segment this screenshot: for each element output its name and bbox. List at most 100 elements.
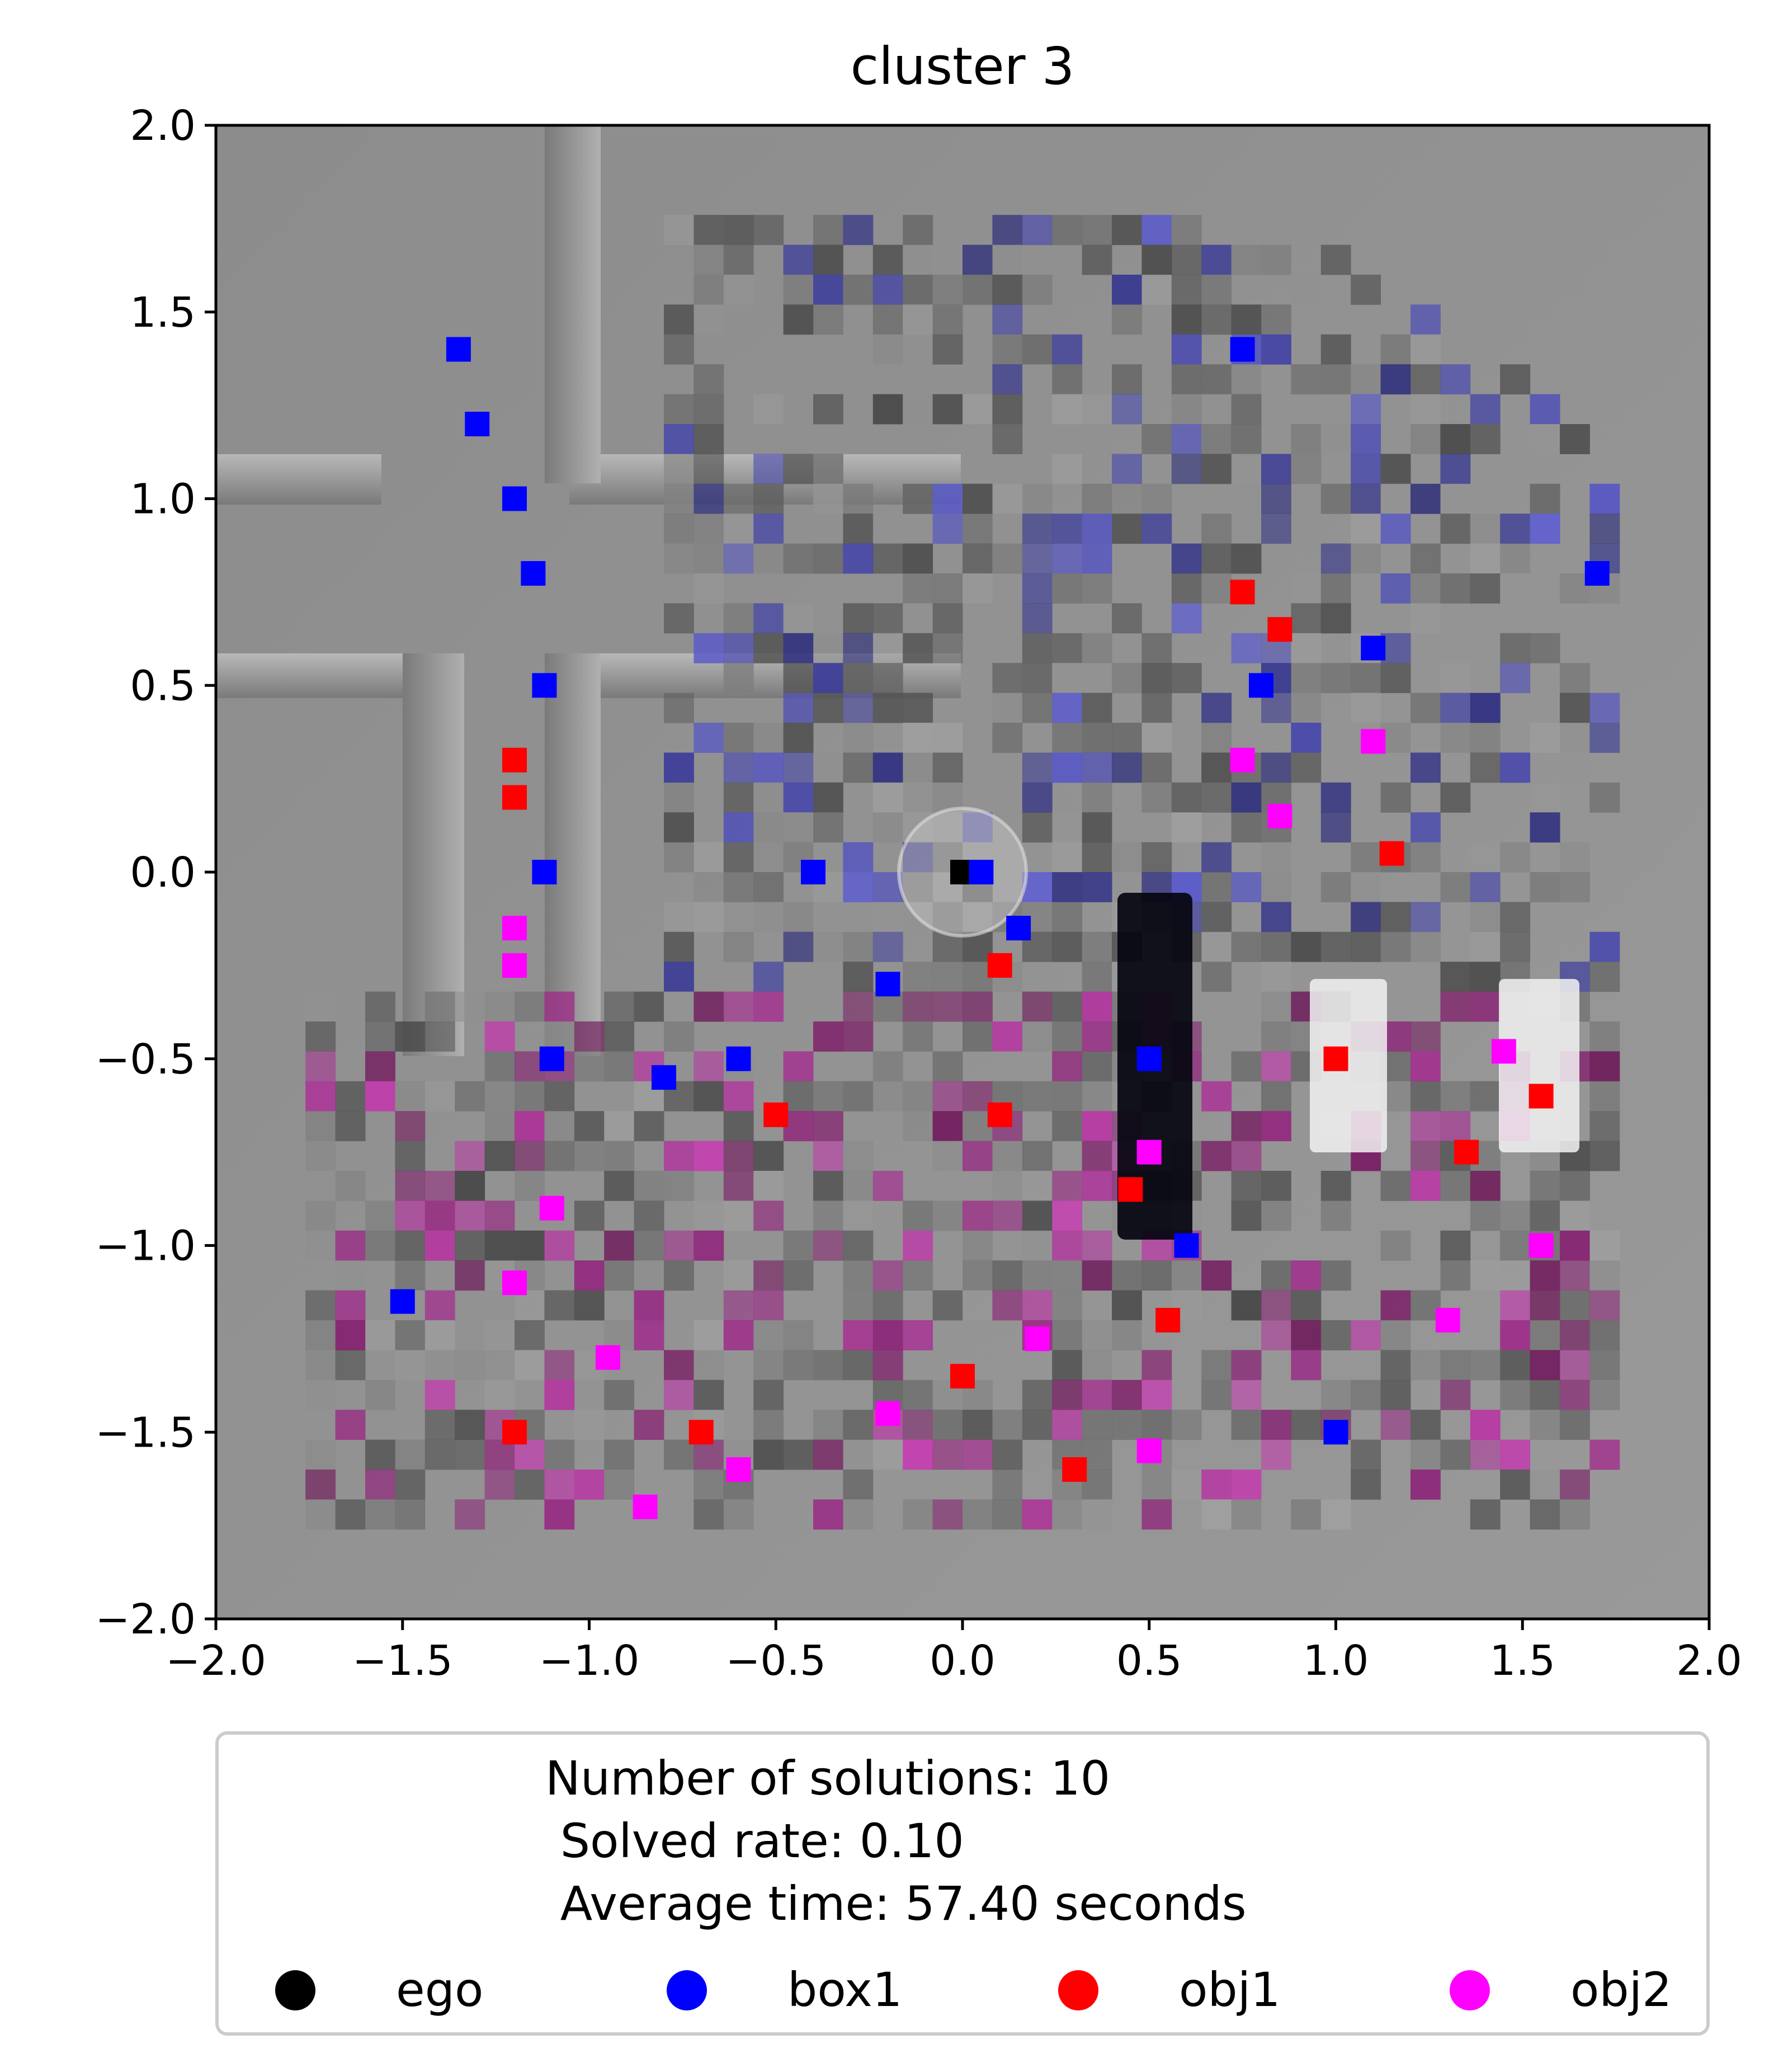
heatmap-cell <box>1052 1200 1083 1231</box>
heatmap-cell <box>365 1021 395 1052</box>
heatmap-cell <box>1201 962 1232 992</box>
heatmap-cell <box>1500 1230 1531 1261</box>
heatmap-cell <box>365 1379 395 1410</box>
heatmap-cell <box>1560 1410 1590 1440</box>
heatmap-cell <box>932 483 963 514</box>
heatmap-cell <box>992 1141 1023 1171</box>
heatmap-cell <box>365 1230 395 1261</box>
heatmap-cell <box>484 1051 515 1082</box>
heatmap-cell <box>783 244 814 275</box>
heatmap-cell <box>932 1111 963 1142</box>
heatmap-cell <box>455 1499 485 1530</box>
heatmap-cell <box>1082 1470 1112 1500</box>
heatmap-cell <box>1380 1350 1411 1381</box>
heatmap-cell <box>753 633 784 663</box>
heatmap-cell <box>1022 1230 1053 1261</box>
heatmap-cell <box>723 1290 754 1321</box>
heatmap-cell <box>634 1230 664 1261</box>
heatmap-cell <box>484 1230 515 1261</box>
heatmap-cell <box>634 1111 664 1142</box>
heatmap-cell <box>843 962 874 992</box>
heatmap-cell <box>1410 1470 1441 1500</box>
data-point-obj1 <box>1118 1177 1143 1202</box>
heatmap-cell <box>1052 334 1083 365</box>
heatmap-cell <box>1261 842 1291 873</box>
heatmap-cell <box>903 1499 933 1530</box>
heatmap-cell <box>992 364 1023 395</box>
heatmap-cell <box>1291 633 1322 663</box>
data-point-obj2 <box>1136 1438 1162 1463</box>
heatmap-cell <box>1470 1171 1501 1201</box>
heatmap-cell <box>932 304 963 335</box>
heatmap-cell <box>1530 633 1560 663</box>
heatmap-cell <box>1201 842 1232 873</box>
heatmap-cell <box>872 1171 903 1201</box>
wall-segment <box>545 125 601 483</box>
heatmap-cell <box>664 454 694 484</box>
data-point-obj2 <box>1528 1233 1554 1258</box>
heatmap-cell <box>694 454 724 484</box>
heatmap-cell <box>1440 782 1471 813</box>
heatmap-cell <box>1291 364 1322 395</box>
heatmap-cell <box>1351 693 1381 723</box>
heatmap-cell <box>843 1439 874 1470</box>
heatmap-cell <box>753 991 784 1022</box>
heatmap-cell <box>305 1499 336 1530</box>
heatmap-cell <box>1589 723 1620 753</box>
heatmap-cell <box>1351 514 1381 544</box>
heatmap-cell <box>484 1021 515 1052</box>
heatmap-cell <box>813 1350 843 1381</box>
heatmap-cell <box>843 1230 874 1261</box>
heatmap-cell <box>1141 424 1172 454</box>
heatmap-cell <box>1440 364 1471 395</box>
heatmap-cell <box>903 1410 933 1440</box>
heatmap-cell <box>1470 394 1501 425</box>
heatmap-cell <box>753 1141 784 1171</box>
heatmap-cell <box>1082 244 1112 275</box>
heatmap-cell <box>1141 244 1172 275</box>
heatmap-cell <box>843 1470 874 1500</box>
heatmap-cell <box>843 1350 874 1381</box>
heatmap-cell <box>813 1171 843 1201</box>
heatmap-cell <box>484 1350 515 1381</box>
heatmap-cell <box>843 1081 874 1112</box>
heatmap-cell <box>664 693 694 723</box>
heatmap-cell <box>1201 1350 1232 1381</box>
heatmap-cell <box>1082 1410 1112 1440</box>
heatmap-cell <box>723 1081 754 1112</box>
heatmap-cell <box>484 1379 515 1410</box>
heatmap-cell <box>1440 663 1471 694</box>
heatmap-cell <box>1171 334 1202 365</box>
heatmap-cell <box>1500 633 1531 663</box>
heatmap-cell <box>872 1350 903 1381</box>
heatmap-cell <box>1560 1260 1590 1291</box>
legend-solutions-text: Number of solutions: 10 <box>545 1751 1110 1806</box>
legend-marker-box1 <box>667 1970 707 2010</box>
heatmap-cell <box>305 1350 336 1381</box>
heatmap-cell <box>1201 782 1232 813</box>
heatmap-cell <box>1052 1410 1083 1440</box>
heatmap-cell <box>1440 1260 1471 1291</box>
heatmap-cell <box>544 1470 575 1500</box>
heatmap-cell <box>843 723 874 753</box>
heatmap-cell <box>753 454 784 484</box>
data-point-obj2 <box>1267 803 1292 828</box>
heatmap-cell <box>753 1439 784 1470</box>
heatmap-cell <box>1320 483 1351 514</box>
heatmap-cell <box>963 275 993 305</box>
heatmap-cell <box>1112 663 1142 694</box>
heatmap-cell <box>932 603 963 634</box>
heatmap-cell <box>335 1230 366 1261</box>
data-point-obj1 <box>763 1102 789 1127</box>
heatmap-cell <box>515 1439 545 1470</box>
data-point-box1 <box>1249 673 1273 698</box>
heatmap-cell <box>1380 483 1411 514</box>
heatmap-cell <box>1291 693 1322 723</box>
heatmap-cell <box>1231 1290 1262 1321</box>
heatmap-cell <box>1231 1350 1262 1381</box>
heatmap-cell <box>515 1290 545 1321</box>
heatmap-cell <box>1500 663 1531 694</box>
data-point-obj1 <box>1267 617 1292 642</box>
heatmap-cell <box>1320 931 1351 962</box>
data-point-obj2 <box>875 1401 900 1426</box>
